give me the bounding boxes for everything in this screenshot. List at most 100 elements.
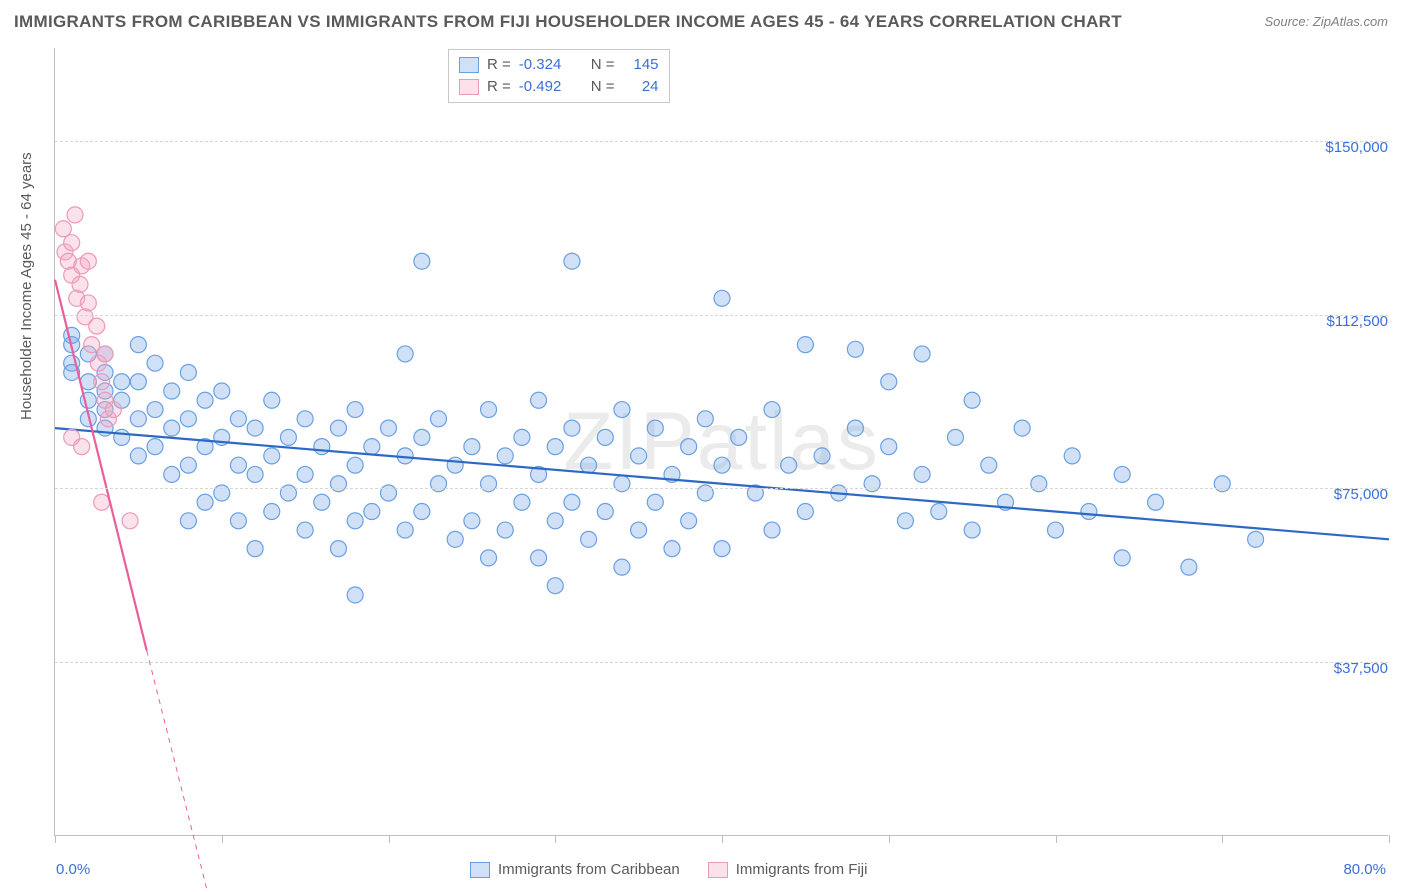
data-point: [364, 504, 380, 520]
series-legend-item: Immigrants from Fiji: [708, 861, 868, 878]
data-point: [781, 457, 797, 473]
chart-title: IMMIGRANTS FROM CARIBBEAN VS IMMIGRANTS …: [14, 12, 1122, 32]
data-point: [94, 374, 110, 390]
data-point: [731, 429, 747, 445]
data-point: [631, 522, 647, 538]
scatter-svg: [55, 48, 1388, 835]
data-point: [114, 429, 130, 445]
data-point: [764, 402, 780, 418]
trend-line: [55, 428, 1389, 539]
data-point: [214, 383, 230, 399]
data-point: [797, 504, 813, 520]
data-point: [564, 253, 580, 269]
data-point: [481, 402, 497, 418]
data-point: [797, 337, 813, 353]
series-legend-item: Immigrants from Caribbean: [470, 861, 680, 878]
data-point: [330, 541, 346, 557]
gridline: [55, 141, 1388, 142]
data-point: [1081, 504, 1097, 520]
x-tick: [722, 835, 723, 843]
data-point: [931, 504, 947, 520]
x-axis-max-label: 80.0%: [1343, 861, 1386, 878]
data-point: [631, 448, 647, 464]
data-point: [180, 457, 196, 473]
legend-n-label: N =: [591, 54, 615, 76]
data-point: [881, 439, 897, 455]
data-point: [614, 559, 630, 575]
data-point: [64, 327, 80, 343]
data-point: [314, 494, 330, 510]
data-point: [80, 253, 96, 269]
data-point: [547, 513, 563, 529]
data-point: [647, 420, 663, 436]
data-point: [1114, 550, 1130, 566]
data-point: [164, 383, 180, 399]
y-tick-label: $37,500: [1334, 660, 1388, 677]
data-point: [914, 346, 930, 362]
gridline: [55, 315, 1388, 316]
x-tick: [1222, 835, 1223, 843]
legend-r-label: R =: [487, 54, 511, 76]
correlation-legend: R =-0.324N =145R =-0.492N =24: [448, 49, 670, 103]
data-point: [230, 457, 246, 473]
data-point: [431, 411, 447, 427]
data-point: [414, 429, 430, 445]
data-point: [264, 448, 280, 464]
y-tick-label: $75,000: [1334, 486, 1388, 503]
data-point: [714, 290, 730, 306]
data-point: [664, 541, 680, 557]
data-point: [314, 439, 330, 455]
data-point: [514, 429, 530, 445]
gridline: [55, 662, 1388, 663]
data-point: [447, 457, 463, 473]
data-point: [147, 439, 163, 455]
data-point: [280, 429, 296, 445]
data-point: [581, 457, 597, 473]
data-point: [714, 457, 730, 473]
data-point: [681, 513, 697, 529]
y-tick-label: $112,500: [1327, 313, 1388, 330]
data-point: [164, 466, 180, 482]
legend-r-value: -0.492: [519, 76, 583, 98]
data-point: [80, 295, 96, 311]
series-name: Immigrants from Fiji: [736, 861, 868, 878]
data-point: [697, 411, 713, 427]
data-point: [180, 411, 196, 427]
legend-swatch: [470, 862, 490, 878]
plot-area: ZIPatlas: [54, 48, 1388, 836]
legend-swatch: [459, 57, 479, 73]
data-point: [130, 337, 146, 353]
data-point: [897, 513, 913, 529]
data-point: [122, 513, 138, 529]
data-point: [247, 466, 263, 482]
data-point: [714, 541, 730, 557]
data-point: [72, 276, 88, 292]
data-point: [547, 439, 563, 455]
data-point: [55, 221, 71, 237]
data-point: [197, 392, 213, 408]
y-tick-label: $150,000: [1325, 139, 1388, 156]
data-point: [347, 587, 363, 603]
data-point: [914, 466, 930, 482]
data-point: [764, 522, 780, 538]
data-point: [531, 550, 547, 566]
data-point: [981, 457, 997, 473]
data-point: [847, 341, 863, 357]
data-point: [330, 420, 346, 436]
data-point: [105, 402, 121, 418]
data-point: [347, 513, 363, 529]
data-point: [1248, 531, 1264, 547]
y-axis-label: Householder Income Ages 45 - 64 years: [18, 152, 35, 420]
data-point: [67, 207, 83, 223]
trend-line-extension: [147, 651, 264, 892]
data-point: [597, 504, 613, 520]
data-point: [514, 494, 530, 510]
data-point: [130, 374, 146, 390]
legend-row: R =-0.324N =145: [459, 54, 659, 76]
data-point: [497, 522, 513, 538]
data-point: [464, 513, 480, 529]
data-point: [964, 392, 980, 408]
data-point: [74, 439, 90, 455]
data-point: [97, 346, 113, 362]
data-point: [1114, 466, 1130, 482]
